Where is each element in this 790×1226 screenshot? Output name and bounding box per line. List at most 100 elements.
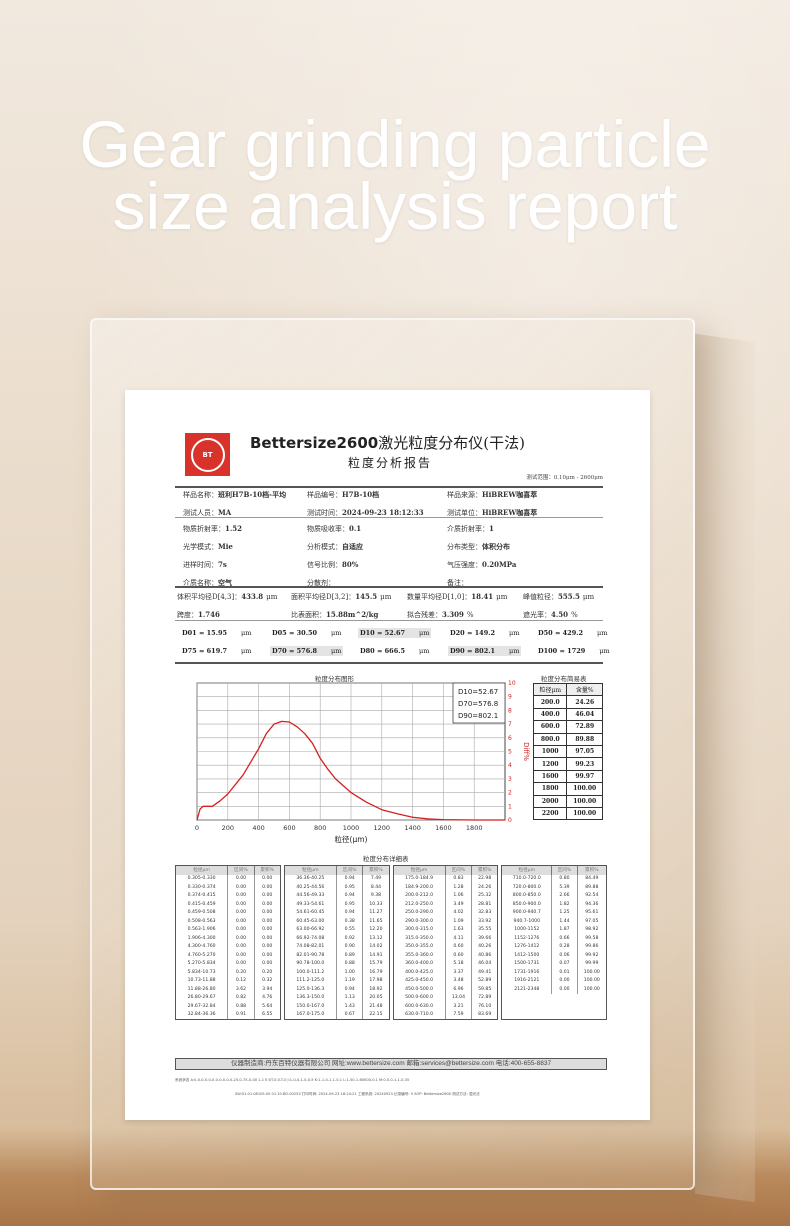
- simple-table-row: 1800 100.00: [532, 782, 603, 796]
- detail-table-row: 150.0-167.0 1.43 21.48: [284, 1002, 389, 1011]
- param-label: 进样时间：: [183, 561, 218, 569]
- detail-cell: 0.00: [262, 910, 273, 916]
- x-tick-label: 800: [314, 824, 326, 832]
- stat-value: 1.746: [198, 610, 220, 619]
- detail-table-row: 54.61-60.45 0.94 11.27: [284, 908, 389, 917]
- x-tick-label: 1400: [404, 824, 421, 832]
- detail-table-row: 1500-1731 0.07 99.99: [502, 959, 606, 968]
- d-value-text: D50 = 429.2: [538, 629, 584, 637]
- detail-cell: 0.94: [336, 908, 364, 917]
- param-label: 分布类型：: [447, 543, 482, 551]
- simple-table-row: 2000 100.00: [532, 794, 603, 808]
- detail-table-row: 212.0-250.0 3.49 28.81: [393, 900, 498, 909]
- param-label: 介质名称：: [183, 579, 218, 587]
- detail-cell: 97.05: [585, 918, 599, 924]
- detail-cell: 0.00: [227, 934, 255, 943]
- simple-table-cell: 100.00: [566, 794, 603, 808]
- param-value: 体积分布: [482, 542, 510, 551]
- detail-cell: 18.92: [369, 986, 383, 992]
- legend-box: [452, 682, 506, 724]
- detail-cell: 0.374-0.415: [176, 891, 229, 900]
- param-field: 物质折射率：1.52: [183, 524, 242, 534]
- detail-cell: 0.00: [262, 935, 273, 941]
- detail-cell: 3.94: [262, 986, 273, 992]
- d-value-text: D10 = 52.67: [360, 629, 406, 637]
- detail-cell: 175.0-184.9: [393, 874, 446, 883]
- detail-cell: 92.54: [585, 893, 599, 899]
- simple-table-row: 2200 100.00: [532, 806, 603, 821]
- d-value-unit: μm: [241, 629, 252, 637]
- detail-table-row: 36.36-40.25 0.94 7.49: [284, 874, 389, 883]
- detail-table-row: 450.0-500.0 6.96 59.85: [393, 985, 498, 994]
- detail-table-row: 0.508-0.563 0.00 0.00: [176, 917, 280, 926]
- detail-cell: 0.82: [227, 993, 255, 1002]
- report-title: Bettersize2600激光粒度分布仪(干法): [250, 432, 525, 453]
- detail-cell: 720.0-800.0: [502, 883, 553, 892]
- detail-table-row: 66.92-74.08 0.92 13.12: [284, 934, 389, 943]
- detail-cell: 0.00: [227, 925, 255, 934]
- y-axis-label: Diff%: [522, 742, 530, 761]
- simple-table-cell: 97.05: [566, 744, 603, 759]
- detail-table-group: 粒径μm 区间% 累积% 175.0-184.9 0.83 22.98 184.9-200.…: [392, 865, 499, 1020]
- stat-label: 比表面积：: [291, 611, 326, 619]
- param-label: 分析模式：: [307, 543, 342, 551]
- detail-cell: 940.7-1000: [502, 917, 553, 926]
- detail-cell: 60.45-63.00: [284, 917, 337, 926]
- detail-cell: 1.25: [551, 908, 578, 917]
- param-value: 1.52: [225, 524, 243, 533]
- detail-table-row: 500.0-600.0 13.04 72.89: [393, 993, 498, 1002]
- detail-cell: 10.33: [369, 901, 383, 907]
- param-field: 介质折射率：1: [447, 524, 494, 534]
- detail-cell: 40.86: [478, 952, 492, 958]
- d-value: D75 = 619.7 μm: [180, 646, 253, 656]
- d-value: D10 = 52.67 μm: [358, 628, 432, 638]
- d-value-unit: μm: [331, 647, 342, 655]
- stat-label: 体积平均径D[4,3]：: [177, 593, 242, 601]
- detail-table-header: 粒径μm 区间% 累积%: [502, 866, 606, 875]
- detail-cell: 72.89: [478, 995, 492, 1001]
- x-tick-label: 1000: [343, 824, 360, 832]
- detail-cell: 99.92: [585, 952, 599, 958]
- detail-table-header: 粒径μm 区间% 累积%: [393, 866, 498, 875]
- param-label: 分散剂：: [307, 579, 335, 587]
- detail-cell: 13.04: [445, 993, 473, 1002]
- detail-header-cell: 区间%: [336, 866, 364, 875]
- d-value-unit: μm: [597, 629, 608, 637]
- detail-cell: 26.80-29.67: [176, 993, 229, 1002]
- detail-cell: 32.83: [478, 910, 492, 916]
- detail-cell: 32.84-36.36: [176, 1010, 229, 1019]
- info-value: HiBREW咖喜萃: [482, 490, 538, 499]
- detail-cell: 13.12: [369, 935, 383, 941]
- stat-label: 峰值粒径：: [523, 593, 558, 601]
- detail-cell: 83.69: [478, 1012, 492, 1018]
- detail-cell: 99.86: [585, 944, 599, 950]
- detail-cell: 0.563-1.906: [176, 925, 229, 934]
- d-value-text: D20 = 149.2: [450, 629, 496, 637]
- detail-table-row: 82.01-90.78 0.89 14.91: [284, 951, 389, 960]
- detail-cell: 98.92: [585, 927, 599, 933]
- detail-cell: 0.00: [262, 884, 273, 890]
- detail-cell: 125.0-136.3: [284, 985, 337, 994]
- d-value: D90 = 802.1 μm: [448, 646, 522, 656]
- d-value-unit: μm: [509, 629, 520, 637]
- simple-table-cell: 100.00: [566, 782, 603, 796]
- detail-table-row: 720.0-800.0 5.39 89.88: [502, 883, 606, 892]
- detail-cell: 0.94: [336, 874, 364, 883]
- param-field: 分散剂：: [307, 578, 335, 588]
- d-value: D80 = 666.5 μm: [358, 646, 431, 656]
- detail-cell: 0.415-0.459: [176, 900, 229, 909]
- bettersize-logo: BT: [185, 433, 230, 476]
- detail-cell: 0.00: [262, 893, 273, 899]
- divider: [175, 662, 603, 664]
- detail-cell: 184.9-200.0: [393, 883, 446, 892]
- stat-field: 数量平均径D[1,0]：18.41 μm: [407, 592, 507, 602]
- detail-cell: 315.0-350.0: [393, 934, 446, 943]
- detail-cell: 59.85: [478, 986, 492, 992]
- stat-unit: %: [466, 611, 474, 619]
- detail-cell: 74.08-82.01: [284, 942, 337, 951]
- detail-table-row: 1152-1276 0.66 99.58: [502, 934, 606, 943]
- detail-cell: 22.98: [478, 876, 492, 882]
- simple-table-row: 1200 99.23: [532, 757, 603, 771]
- y-tick-label: 10: [508, 680, 516, 687]
- detail-cell: 17.98: [369, 978, 383, 984]
